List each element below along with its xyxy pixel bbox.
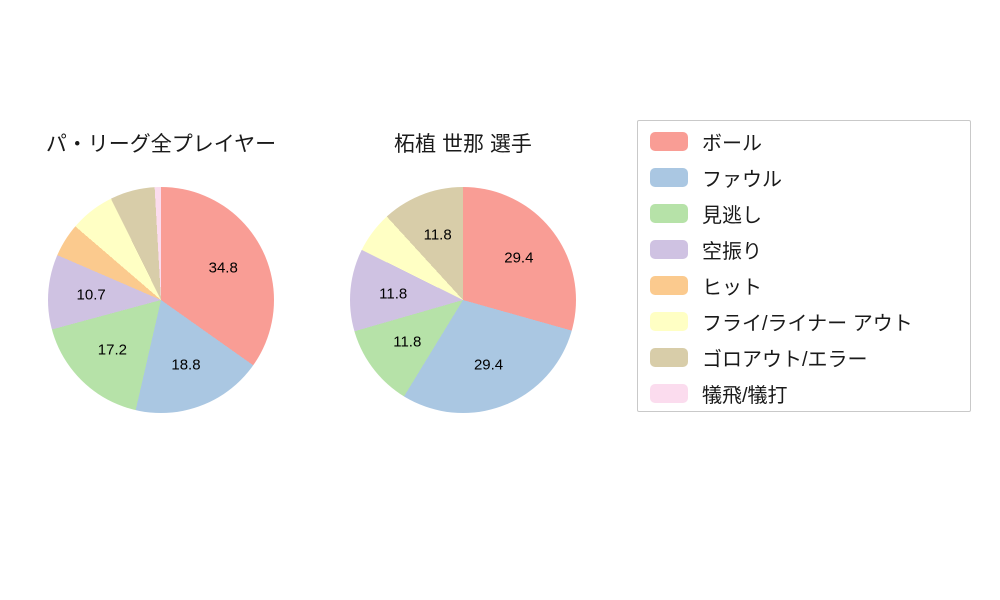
pie-data-label: 11.8: [393, 333, 422, 351]
legend-item: ヒット: [638, 267, 970, 303]
legend-label: 空振り: [702, 240, 762, 263]
legend-label: ゴロアウト/エラー: [702, 348, 868, 371]
legend-item: ボール: [638, 123, 970, 159]
pie-chart-left: 34.8 18.8 17.2 10.7: [48, 187, 274, 413]
pie-chart-right: 29.4 29.4 11.8 11.8 11.8: [350, 187, 576, 413]
legend-swatch: [650, 203, 688, 223]
legend-item: ファウル: [638, 159, 970, 195]
legend-item: フライ/ライナー アウト: [638, 303, 970, 339]
legend-label: ファウル: [702, 168, 782, 191]
pie-data-label: 10.7: [76, 286, 106, 304]
legend-swatch: [650, 311, 688, 331]
legend-label: ヒット: [702, 276, 762, 299]
legend-swatch: [650, 131, 688, 151]
pie-data-label: 29.4: [504, 249, 534, 267]
pie-data-label: 17.2: [97, 341, 127, 359]
left-chart-title: パ・リーグ全プレイヤー: [45, 133, 277, 156]
legend-swatch: [650, 383, 688, 403]
legend-item: ゴロアウト/エラー: [638, 339, 970, 375]
pie-data-label: 29.4: [473, 356, 504, 374]
pie-data-label: 11.8: [423, 226, 452, 244]
legend-swatch: [650, 167, 688, 187]
legend-label: 見逃し: [702, 204, 762, 227]
legend-label: フライ/ライナー アウト: [702, 312, 913, 335]
legend-swatch: [650, 275, 688, 295]
legend: ボール ファウル 見逃し 空振り ヒット フライ/ライナー アウト ゴロアウト/…: [637, 120, 971, 412]
legend-item: 見逃し: [638, 195, 970, 231]
pie-data-label: 34.8: [208, 259, 238, 277]
pie-data-label: 11.8: [379, 285, 408, 303]
legend-swatch: [650, 347, 688, 367]
legend-swatch: [650, 239, 688, 259]
pie-data-label: 18.8: [171, 356, 201, 374]
legend-item: 空振り: [638, 231, 970, 267]
right-chart-title: 柘植 世那 選手: [394, 133, 532, 156]
legend-item: 犠飛/犠打: [638, 375, 970, 411]
legend-label: 犠飛/犠打: [702, 384, 788, 407]
legend-label: ボール: [702, 132, 762, 155]
